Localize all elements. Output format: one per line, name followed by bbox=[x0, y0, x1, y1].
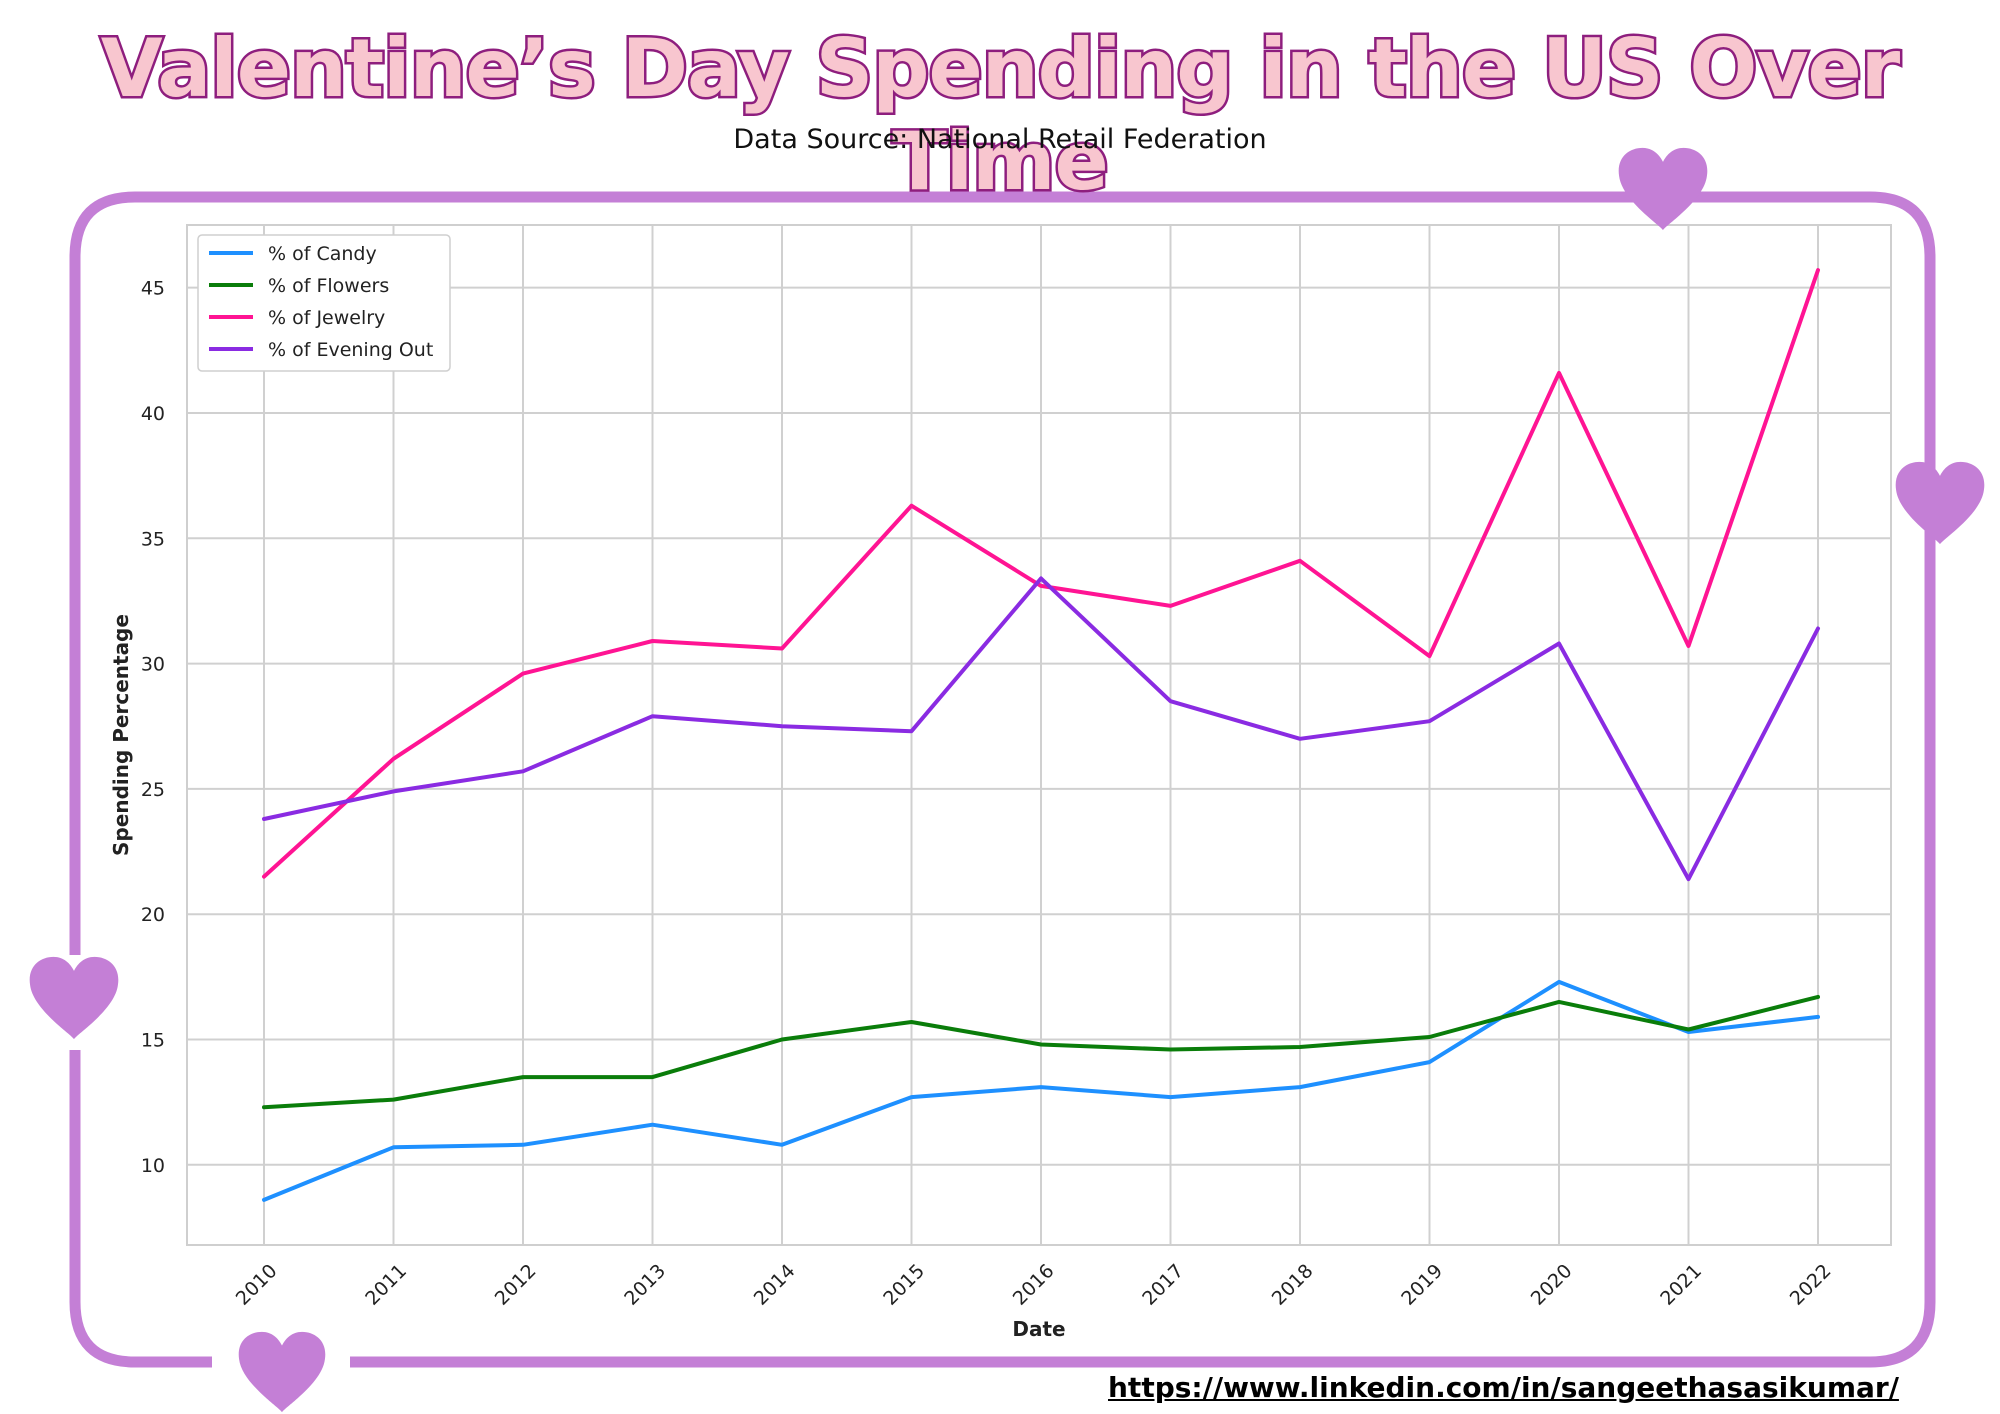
x-tick-label: 2014 bbox=[750, 1260, 800, 1310]
y-tick-label: 45 bbox=[141, 278, 165, 300]
heart-icon bbox=[1895, 461, 1985, 545]
heart-icon bbox=[1618, 147, 1708, 231]
linkedin-link[interactable]: https://www.linkedin.com/in/sangeethasas… bbox=[1108, 1371, 1899, 1404]
y-tick-label: 35 bbox=[141, 528, 165, 550]
plot-area bbox=[186, 224, 1892, 1246]
series-lines bbox=[262, 268, 1820, 1202]
x-tick-label: 2018 bbox=[1268, 1260, 1318, 1310]
x-tick-label: 2016 bbox=[1009, 1260, 1059, 1310]
heart-icon bbox=[238, 1331, 326, 1413]
x-tick-label: 2020 bbox=[1527, 1260, 1577, 1310]
x-axis-label: Date bbox=[1012, 1317, 1065, 1341]
y-tick-label: 20 bbox=[141, 904, 165, 926]
y-tick-label: 40 bbox=[141, 403, 165, 425]
series-line bbox=[262, 979, 1820, 1202]
grid bbox=[187, 225, 1891, 1245]
y-tick-label: 10 bbox=[141, 1155, 165, 1177]
y-axis-label: Spending Percentage bbox=[109, 614, 133, 856]
x-tick-label: 2017 bbox=[1138, 1260, 1188, 1310]
x-tick-label: 2012 bbox=[491, 1260, 541, 1310]
x-tick-label: 2019 bbox=[1397, 1260, 1447, 1310]
legend: % of Candy % of Flowers % of Jewelry % of E… bbox=[197, 234, 451, 372]
y-tick-label: 30 bbox=[141, 654, 165, 676]
y-tick-label: 25 bbox=[141, 779, 165, 801]
heart-icon bbox=[29, 956, 119, 1040]
legend-label: % of Jewelry bbox=[268, 307, 385, 329]
legend-box bbox=[197, 234, 451, 372]
y-tick-labels: 10 15 20 25 30 35 40 45 bbox=[141, 278, 165, 1177]
x-tick-label: 2022 bbox=[1786, 1260, 1836, 1310]
chart-title: Valentine’s Day Spending in the US Over … bbox=[98, 20, 1903, 211]
legend-label: % of Evening Out bbox=[268, 339, 433, 361]
chart-subtitle: Data Source: National Retail Federation bbox=[733, 124, 1267, 155]
legend-label: % of Flowers bbox=[268, 275, 389, 297]
legend-label: % of Candy bbox=[268, 243, 377, 265]
x-tick-labels: 2010 2011 2012 2013 2014 2015 2016 2017 2018 2019… bbox=[232, 1260, 1836, 1310]
y-tick-label: 15 bbox=[141, 1029, 165, 1051]
x-tick-label: 2013 bbox=[620, 1260, 670, 1310]
x-tick-label: 2015 bbox=[879, 1260, 929, 1310]
series-line bbox=[262, 576, 1820, 882]
x-tick-label: 2010 bbox=[232, 1260, 282, 1310]
x-tick-label: 2021 bbox=[1656, 1260, 1706, 1310]
x-tick-label: 2011 bbox=[361, 1260, 411, 1310]
